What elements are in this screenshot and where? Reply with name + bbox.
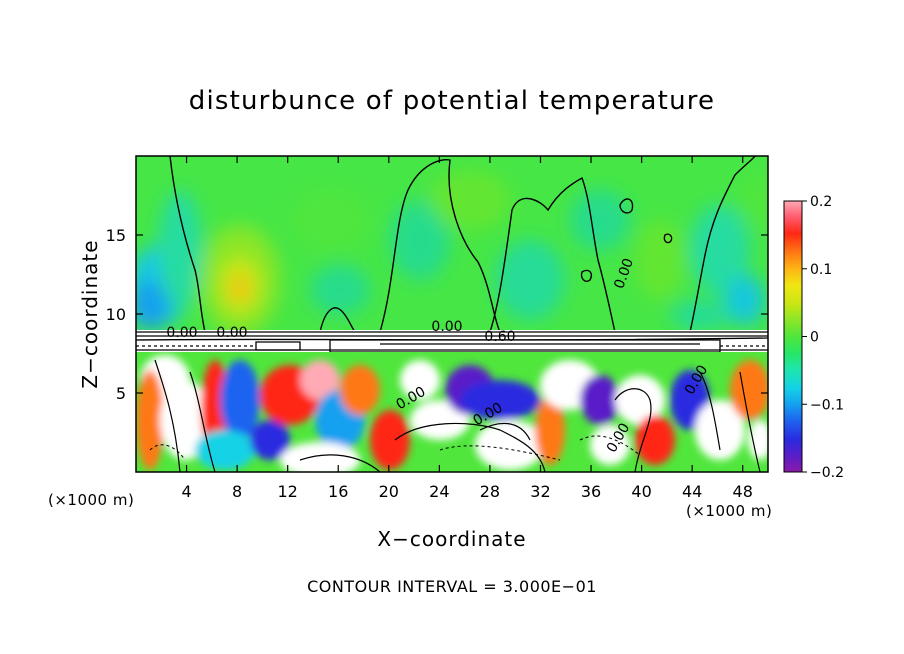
y-axis: 5 10 15 [106,226,768,403]
x-tick-label: 20 [379,482,399,501]
x-unit-left: (×1000 m) [48,491,135,509]
x-tick-label: 40 [631,482,651,501]
contour-interval-note: CONTOUR INTERVAL = 3.000E−01 [307,577,597,596]
contour-label: 0.60 [484,329,515,345]
x-tick-label: 28 [480,482,500,501]
lower-field [136,352,768,472]
x-tick-label: 24 [429,482,449,501]
x-tick-label: 44 [682,482,702,501]
chart-title: disturbunce of potential temperature [188,86,716,116]
contour-label: 0.00 [216,325,247,341]
y-tick-label: 10 [106,305,126,324]
colorbar-ticks: −0.2 −0.1 0 0.1 0.2 [802,194,844,481]
x-tick-label: 16 [328,482,348,501]
x-tick-label: 12 [278,482,298,501]
colorbar-tick-label: 0 [810,330,819,346]
colorbar-tick-label: 0.1 [810,262,832,278]
colorbar-tick-label: −0.1 [810,397,844,413]
y-tick-label: 5 [116,384,126,403]
x-axis-label: X−coordinate [377,527,527,551]
y-axis-label: Z−coordinate [78,239,102,389]
x-tick-label: 48 [733,482,753,501]
contour-label: 0.00 [166,325,197,341]
x-tick-label: 8 [232,482,242,501]
x-tick-label: 36 [581,482,601,501]
interface-band [135,330,769,355]
x-unit-right: (×1000 m) [686,502,773,520]
x-tick-label: 4 [181,482,191,501]
colorbar: −0.2 −0.1 0 0.1 0.2 [783,194,844,481]
x-axis: 4 8 12 16 20 24 28 32 36 40 44 48 [181,156,753,501]
y-tick-label: 15 [106,226,126,245]
contour-label: 0.00 [431,319,462,335]
upper-field [136,156,768,332]
x-tick-label: 32 [530,482,550,501]
colorbar-tick-label: −0.2 [810,465,844,481]
colorbar-gradient [783,200,803,473]
colorbar-tick-label: 0.2 [810,194,832,210]
